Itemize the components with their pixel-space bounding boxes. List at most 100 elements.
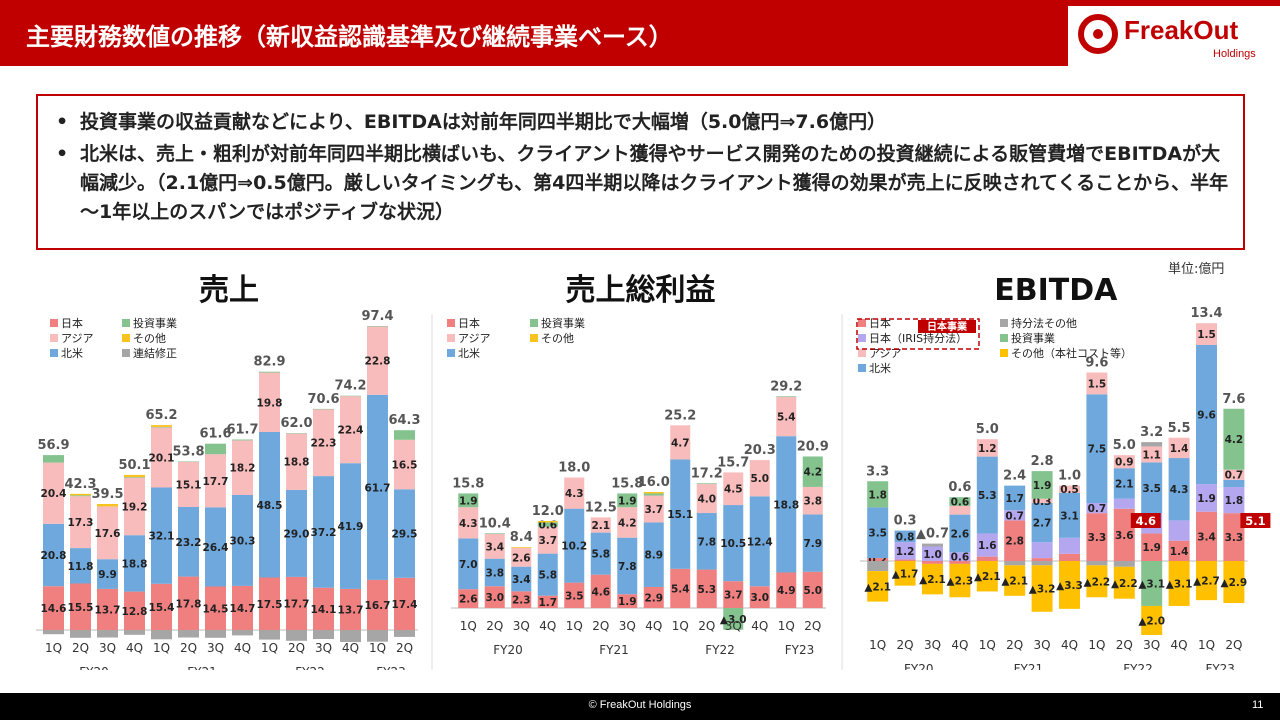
- chart1-bar-segment: [286, 630, 307, 641]
- chart2-segment-label: 5.3: [697, 584, 716, 596]
- chart3-total-label: 2.4: [1003, 469, 1026, 484]
- chart3-quarter-label: 1Q: [1088, 638, 1105, 652]
- chart1-bar-segment: [205, 443, 226, 455]
- chart1-legend-swatch: [50, 319, 58, 327]
- chart3-bar-segment: [1196, 344, 1217, 485]
- chart1-bar-segment: [151, 425, 172, 427]
- chart1-segment-label: 17.3: [68, 517, 94, 529]
- chart3-legend-swatch: [858, 334, 866, 342]
- chart3-segment-label: 0.8: [896, 531, 915, 543]
- chart1-bar-segment: [259, 432, 280, 578]
- chart1-bar-segment: [232, 439, 253, 441]
- chart2-segment-label: 3.8: [803, 496, 822, 508]
- chart3-segment-label: 1.5: [1088, 378, 1107, 390]
- chart2-segment-label: 1.9: [618, 495, 637, 507]
- chart1-bar-segment: [124, 535, 145, 592]
- chart3-bar-segment: [1059, 537, 1080, 554]
- chart1-segment-label: 20.4: [41, 488, 67, 500]
- chart3-bar-segment: [1031, 542, 1053, 559]
- chart3-bar-segment: [867, 507, 889, 559]
- chart3-bar-segment: [894, 559, 916, 561]
- chart2-segment-label: 3.7: [644, 504, 663, 516]
- chart2-bar-segment: [590, 517, 611, 533]
- chart2-bar-segment: [723, 505, 744, 582]
- chart3-quarter-label: 2Q: [1116, 638, 1133, 652]
- chart2-bar-segment: [802, 486, 823, 515]
- chart2-segment-label: 4.5: [724, 484, 743, 496]
- chart3-bar-segment: [976, 439, 998, 457]
- chart1-bar-segment: [286, 489, 307, 577]
- chart3-bar-segment: [922, 563, 943, 595]
- chart1-quarter-label: 1Q: [261, 641, 278, 655]
- chart3-quarter-label: 3Q: [1143, 638, 1160, 652]
- chart2-segment-label: 2.6: [459, 594, 478, 606]
- chart2-bar-segment: [458, 538, 479, 590]
- chart3-bar-segment: [1031, 558, 1053, 561]
- chart3-total-label: 2.8: [1031, 454, 1054, 469]
- chart3-bar-segment: [949, 552, 971, 561]
- chart3-segment-label: 0.9: [1115, 457, 1134, 469]
- chart3-fiscal-year-label: FY20: [904, 662, 934, 670]
- chart1-segment-label: 13.7: [338, 604, 364, 616]
- chart3-quarter-label: 2Q: [1006, 638, 1023, 652]
- chart1-bar-segment: [232, 440, 253, 495]
- chart2-bar-segment: [537, 553, 558, 596]
- chart2-bar-segment: [749, 460, 770, 497]
- chart2-bar-segment: [723, 472, 744, 506]
- summary-point-2: • 北米は、売上・粗利が対前年同四半期比横ばいも、クライアント獲得やサービス開発…: [56, 140, 1236, 227]
- chart3-bar-segment: [976, 556, 998, 561]
- chart1-bar-segment: [124, 474, 145, 477]
- chart3-segment-label: 0.3: [1033, 496, 1052, 508]
- chart3-segment-label: 0.7: [1225, 470, 1244, 482]
- chart3-segment-label: 1.7: [1005, 493, 1024, 505]
- chart3-bar-segment: [867, 558, 889, 561]
- chart2-segment-label: 5.4: [777, 412, 796, 424]
- chart1-bar-segment: [232, 495, 253, 586]
- chart3-total-label: ▲0.7: [916, 527, 949, 542]
- chart3-segment-label: 1.6: [978, 540, 997, 552]
- chart3-japan-business-total-box: [1240, 513, 1271, 528]
- chart1-total-label: 39.5: [91, 487, 123, 502]
- chart3-legend-label: その他（本社コスト等）: [1011, 346, 1132, 360]
- chart3-segment-label: 1.4: [1170, 443, 1189, 455]
- chart3-bar-segment: [922, 561, 943, 564]
- chart2-bar-segment: [802, 456, 823, 487]
- chart2-segment-label: 3.0: [485, 592, 504, 604]
- chart2-segment-label: 1.9: [459, 495, 478, 507]
- chart3-title: EBITDA: [994, 273, 1118, 308]
- chart3-legend-label: 日本（IRIS持分法）: [869, 331, 967, 345]
- chart1-bar-segment: [340, 396, 361, 464]
- chart1-bar-segment: [286, 576, 307, 630]
- chart3-bar-segment: [1113, 468, 1135, 499]
- chart2-segment-label: 4.2: [618, 517, 637, 529]
- chart2-segment-label: 4.6: [591, 586, 610, 598]
- chart1-bar-segment: [394, 439, 415, 490]
- chart1-fiscal-year-label: FY20: [79, 665, 109, 670]
- chart3-bar-segment: [976, 533, 998, 557]
- chart2-bar-segment: [564, 582, 585, 608]
- chart1-segment-label: 32.1: [149, 531, 175, 543]
- chart2-total-label: 18.0: [558, 461, 590, 476]
- chart2-segment-label: 4.7: [671, 437, 690, 449]
- chart3-segment-label: 0.7: [1005, 510, 1024, 522]
- chart1-quarter-label: 2Q: [72, 641, 89, 655]
- chart1-bar-segment: [43, 523, 64, 587]
- chart3-bar-segment: [1141, 446, 1163, 463]
- chart2-fiscal-year-label: FY22: [705, 643, 735, 657]
- chart1-legend-swatch: [122, 334, 130, 342]
- chart1-bar-segment: [286, 433, 307, 434]
- chart3-bar-segment: [1086, 561, 1108, 566]
- chart2-bar-segment: [617, 594, 638, 608]
- chart3-bar-segment: [1141, 442, 1163, 447]
- chart1-segment-label: 29.5: [392, 529, 418, 541]
- chart3-bar-segment: [1031, 471, 1053, 499]
- chart3-segment-label: 0.7: [1088, 503, 1107, 515]
- chart3-quarter-label: 4Q: [1061, 638, 1078, 652]
- unit-label: 単位:億円: [1168, 262, 1225, 277]
- chart1-legend-swatch: [50, 349, 58, 357]
- chart2-segment-label: 7.8: [618, 561, 637, 573]
- chart1-bar-segment: [394, 489, 415, 578]
- chart3-segment-label: ▲2.1: [919, 574, 946, 586]
- chart2-legend-label: 日本: [458, 316, 480, 330]
